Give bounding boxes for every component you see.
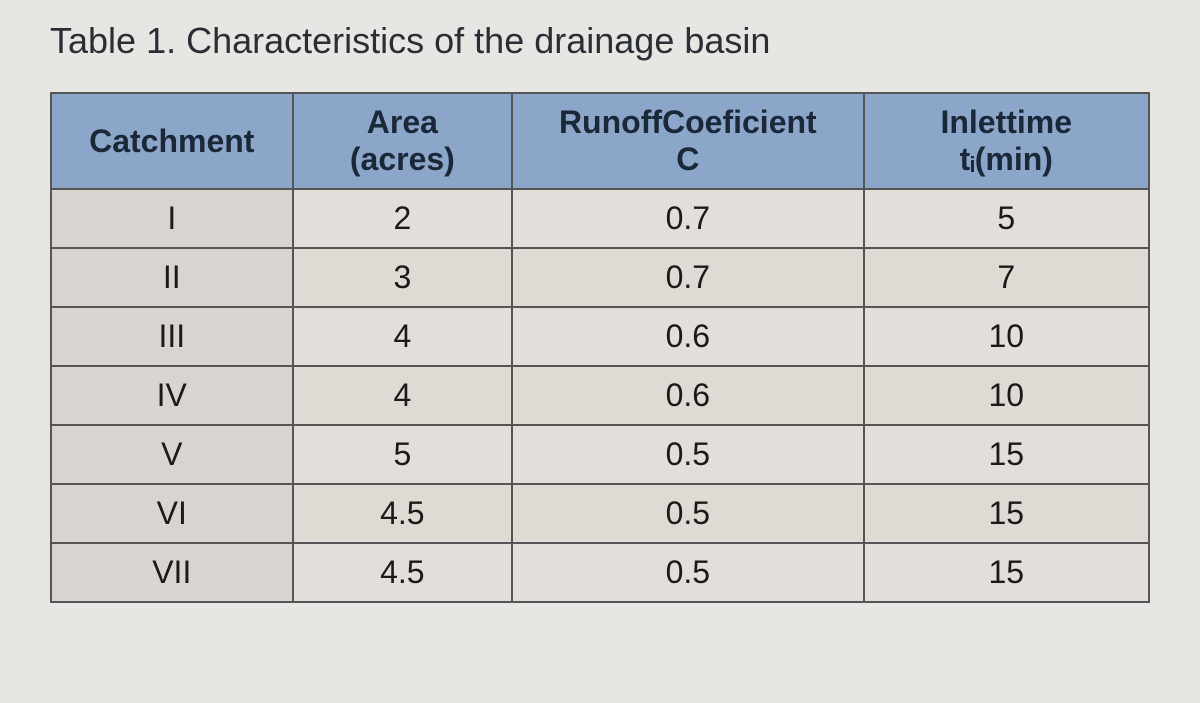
cell-inlet: 15 xyxy=(864,484,1150,543)
header-area-line2: (acres) xyxy=(302,141,504,178)
cell-runoff: 0.6 xyxy=(512,307,863,366)
table-title: Table 1. Characteristics of the drainage… xyxy=(50,20,1150,62)
header-inlet: Inlettime tᵢ(min) xyxy=(864,93,1150,189)
table-row: VI 4.5 0.5 15 xyxy=(51,484,1149,543)
header-catchment: Catchment xyxy=(51,93,293,189)
table-row: IV 4 0.6 10 xyxy=(51,366,1149,425)
cell-area: 4.5 xyxy=(293,484,513,543)
cell-area: 5 xyxy=(293,425,513,484)
cell-area: 4 xyxy=(293,307,513,366)
header-runoff: RunoffCoeficient C xyxy=(512,93,863,189)
cell-area: 4 xyxy=(293,366,513,425)
cell-inlet: 7 xyxy=(864,248,1150,307)
cell-area: 4.5 xyxy=(293,543,513,602)
cell-inlet: 15 xyxy=(864,425,1150,484)
cell-runoff: 0.6 xyxy=(512,366,863,425)
header-inlet-line2: tᵢ(min) xyxy=(873,141,1141,178)
cell-inlet: 5 xyxy=(864,189,1150,248)
cell-catchment: III xyxy=(51,307,293,366)
cell-runoff: 0.7 xyxy=(512,248,863,307)
cell-catchment: II xyxy=(51,248,293,307)
table-row: V 5 0.5 15 xyxy=(51,425,1149,484)
table-row: III 4 0.6 10 xyxy=(51,307,1149,366)
cell-catchment: IV xyxy=(51,366,293,425)
table-row: I 2 0.7 5 xyxy=(51,189,1149,248)
cell-catchment: VII xyxy=(51,543,293,602)
cell-inlet: 10 xyxy=(864,366,1150,425)
cell-runoff: 0.7 xyxy=(512,189,863,248)
cell-inlet: 10 xyxy=(864,307,1150,366)
cell-area: 3 xyxy=(293,248,513,307)
cell-catchment: VI xyxy=(51,484,293,543)
table-row: VII 4.5 0.5 15 xyxy=(51,543,1149,602)
header-area-line1: Area xyxy=(302,104,504,141)
header-inlet-line1: Inlettime xyxy=(873,104,1141,141)
header-runoff-line1: RunoffCoeficient xyxy=(521,104,854,141)
cell-catchment: V xyxy=(51,425,293,484)
header-catchment-line1: Catchment xyxy=(60,123,284,160)
cell-area: 2 xyxy=(293,189,513,248)
cell-catchment: I xyxy=(51,189,293,248)
cell-runoff: 0.5 xyxy=(512,425,863,484)
drainage-basin-table: Catchment Area (acres) RunoffCoeficient … xyxy=(50,92,1150,603)
cell-runoff: 0.5 xyxy=(512,543,863,602)
header-area: Area (acres) xyxy=(293,93,513,189)
header-runoff-line2: C xyxy=(521,141,854,178)
header-row: Catchment Area (acres) RunoffCoeficient … xyxy=(51,93,1149,189)
cell-runoff: 0.5 xyxy=(512,484,863,543)
cell-inlet: 15 xyxy=(864,543,1150,602)
table-row: II 3 0.7 7 xyxy=(51,248,1149,307)
